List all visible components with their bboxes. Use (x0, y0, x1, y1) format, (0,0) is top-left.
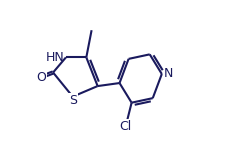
Text: O: O (36, 71, 46, 84)
Text: S: S (68, 94, 76, 107)
Text: N: N (163, 67, 172, 80)
Text: Cl: Cl (119, 120, 131, 133)
Text: HN: HN (46, 51, 64, 64)
